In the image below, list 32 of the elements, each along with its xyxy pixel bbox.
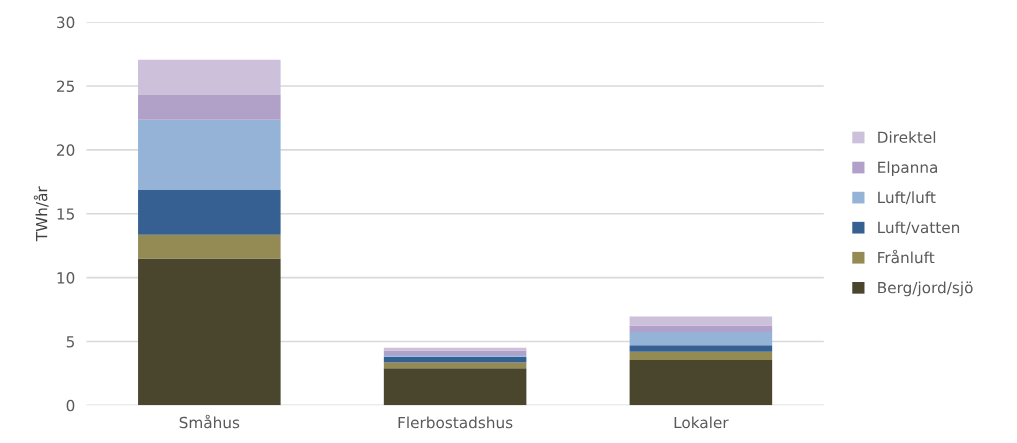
y-tick-label: 30 xyxy=(57,16,75,29)
bar xyxy=(629,316,773,326)
x-tick-label: Flerbostadshus xyxy=(398,416,513,429)
legend-label: Luft/vatten xyxy=(878,221,960,235)
bar xyxy=(383,350,527,355)
legend-label: Luft/luft xyxy=(878,191,936,205)
bar xyxy=(138,190,281,235)
y-tick-label: 5 xyxy=(66,336,74,348)
y-axis-title: TWh/år xyxy=(33,186,49,242)
y-tick-label: 0 xyxy=(66,399,75,412)
legend-label: Frånluft xyxy=(878,249,935,264)
bar xyxy=(138,234,281,259)
legend-label: Berg/jord/sjö xyxy=(878,281,973,297)
bar xyxy=(383,356,527,363)
bar xyxy=(138,59,281,95)
y-tick-label: 25 xyxy=(57,80,74,93)
y-tick-label: 15 xyxy=(57,208,74,220)
bar xyxy=(629,325,773,332)
x-tick-label: Småhus xyxy=(179,414,240,429)
legend-label: Direktel xyxy=(878,131,936,144)
bar xyxy=(138,258,281,406)
bar xyxy=(629,360,773,406)
bar xyxy=(629,331,773,346)
bar xyxy=(138,94,281,120)
bar xyxy=(629,345,773,352)
y-tick-label: 20 xyxy=(57,144,75,156)
bar xyxy=(383,368,527,406)
x-tick-label: Lokaler xyxy=(674,416,729,429)
bar xyxy=(629,351,773,360)
y-tick-label: 10 xyxy=(57,272,75,284)
legend-label: Elpanna xyxy=(878,161,938,177)
bar xyxy=(138,119,281,191)
